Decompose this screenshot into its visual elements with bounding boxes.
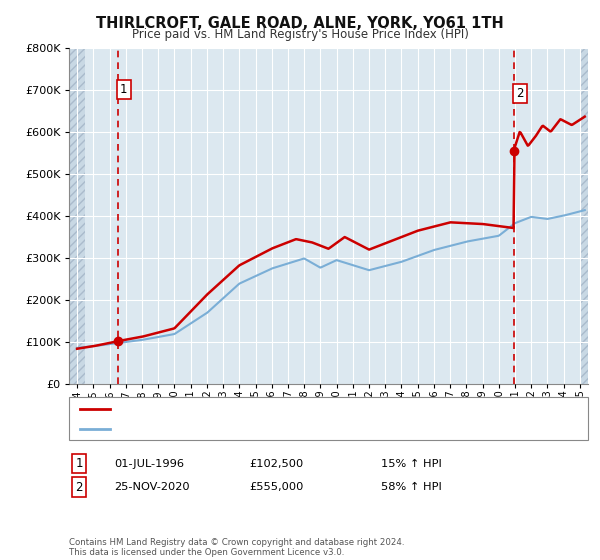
Text: HPI: Average price, detached house, North Yorkshire: HPI: Average price, detached house, Nort… (114, 424, 400, 434)
Text: THIRLCROFT, GALE ROAD, ALNE, YORK, YO61 1TH (detached house): THIRLCROFT, GALE ROAD, ALNE, YORK, YO61 … (114, 404, 485, 414)
Text: 01-JUL-1996: 01-JUL-1996 (114, 459, 184, 469)
Text: £102,500: £102,500 (249, 459, 303, 469)
Text: THIRLCROFT, GALE ROAD, ALNE, YORK, YO61 1TH: THIRLCROFT, GALE ROAD, ALNE, YORK, YO61 … (96, 16, 504, 31)
Bar (69, 48, 85, 384)
Text: £555,000: £555,000 (249, 482, 304, 492)
Text: 2: 2 (516, 87, 524, 100)
Text: 25-NOV-2020: 25-NOV-2020 (114, 482, 190, 492)
Text: 15% ↑ HPI: 15% ↑ HPI (381, 459, 442, 469)
Text: Price paid vs. HM Land Registry's House Price Index (HPI): Price paid vs. HM Land Registry's House … (131, 28, 469, 41)
Text: 58% ↑ HPI: 58% ↑ HPI (381, 482, 442, 492)
Text: 1: 1 (76, 457, 83, 470)
Bar (580, 48, 588, 384)
Text: 2: 2 (76, 480, 83, 494)
Text: Contains HM Land Registry data © Crown copyright and database right 2024.
This d: Contains HM Land Registry data © Crown c… (69, 538, 404, 557)
Text: 1: 1 (120, 83, 128, 96)
